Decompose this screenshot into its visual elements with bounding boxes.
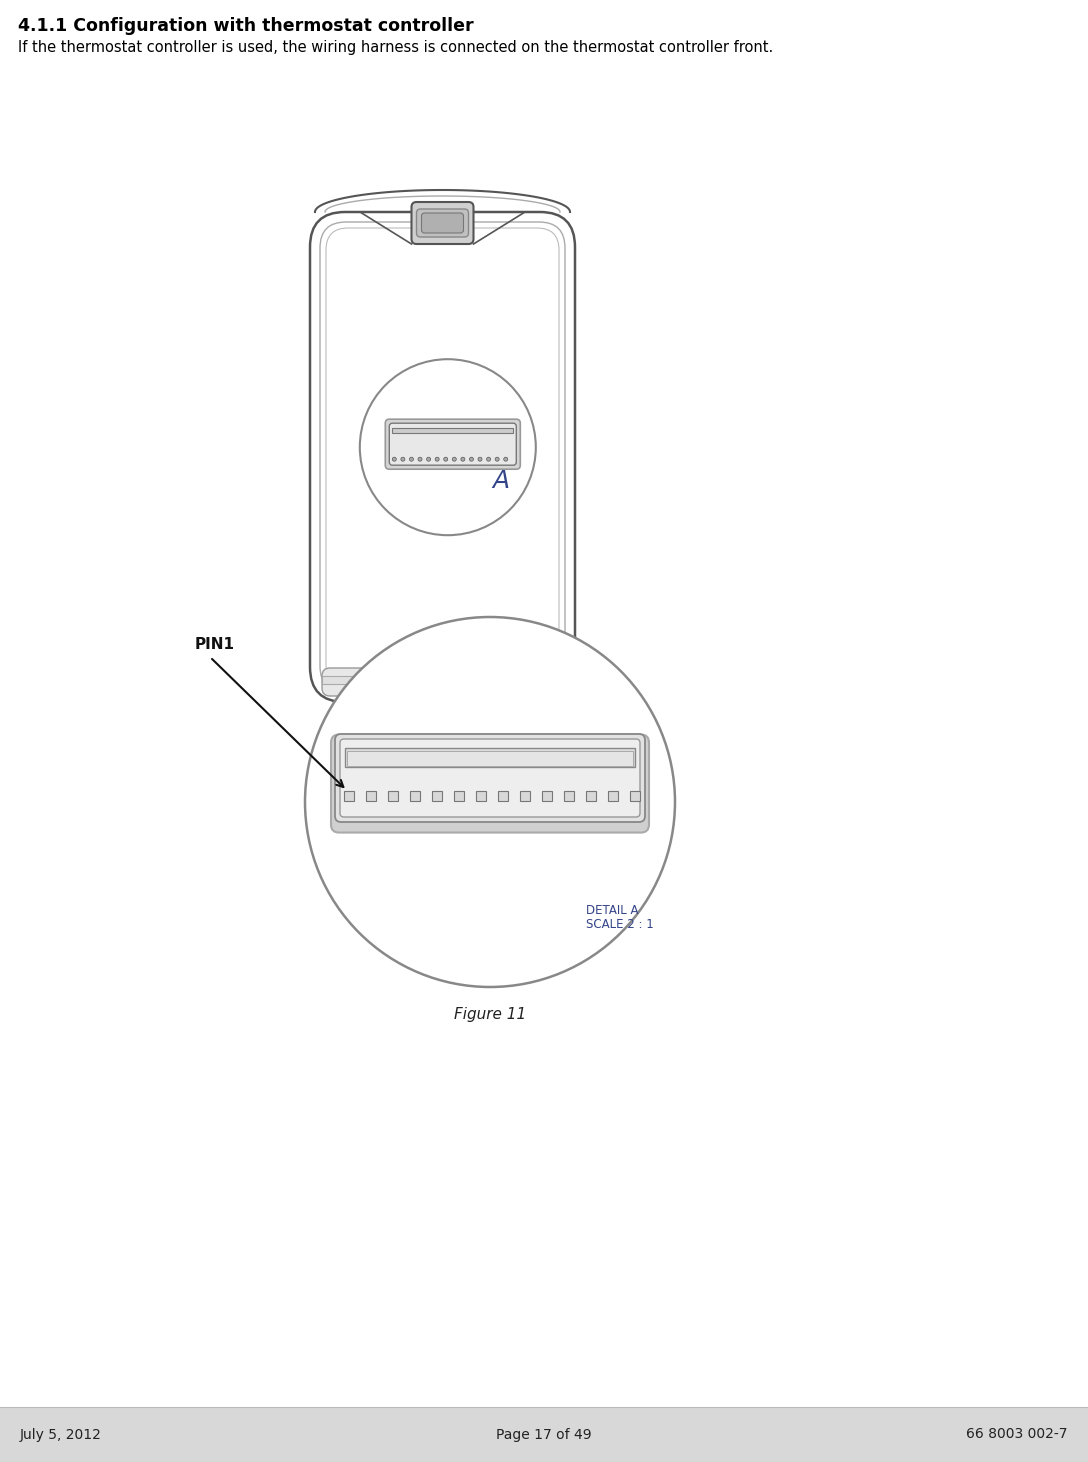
Bar	[345, 749, 635, 768]
Circle shape	[444, 458, 448, 461]
Circle shape	[453, 458, 456, 461]
FancyBboxPatch shape	[339, 738, 640, 817]
FancyBboxPatch shape	[310, 212, 574, 702]
Bar	[0, 1406, 1088, 1462]
FancyBboxPatch shape	[390, 423, 517, 465]
Circle shape	[360, 360, 535, 535]
Bar	[630, 791, 640, 801]
Circle shape	[478, 458, 482, 461]
Bar	[498, 791, 508, 801]
FancyBboxPatch shape	[331, 734, 650, 832]
Text: DETAIL A: DETAIL A	[586, 904, 639, 917]
Circle shape	[495, 458, 499, 461]
Bar	[344, 791, 354, 801]
Text: 66 8003 002-7: 66 8003 002-7	[966, 1427, 1068, 1442]
Circle shape	[461, 458, 465, 461]
FancyBboxPatch shape	[417, 209, 469, 237]
Bar	[586, 791, 596, 801]
Circle shape	[435, 458, 440, 461]
Bar	[347, 750, 633, 766]
Circle shape	[409, 458, 413, 461]
FancyBboxPatch shape	[335, 734, 645, 822]
Circle shape	[486, 458, 491, 461]
Text: Figure 11: Figure 11	[454, 1006, 527, 1022]
Bar	[432, 791, 442, 801]
Bar	[608, 791, 618, 801]
Bar	[542, 791, 552, 801]
Bar	[477, 791, 486, 801]
FancyBboxPatch shape	[411, 202, 473, 244]
Circle shape	[418, 458, 422, 461]
Bar	[366, 791, 376, 801]
Text: Page 17 of 49: Page 17 of 49	[496, 1427, 592, 1442]
FancyBboxPatch shape	[385, 420, 520, 469]
Text: A: A	[492, 469, 509, 493]
Circle shape	[393, 458, 396, 461]
Text: 4.1.1 Configuration with thermostat controller: 4.1.1 Configuration with thermostat cont…	[18, 18, 473, 35]
Ellipse shape	[305, 617, 675, 987]
Bar	[564, 791, 574, 801]
Circle shape	[504, 458, 508, 461]
FancyBboxPatch shape	[421, 213, 463, 232]
FancyBboxPatch shape	[322, 668, 562, 696]
Bar	[388, 791, 398, 801]
Circle shape	[469, 458, 473, 461]
Bar	[322, 675, 562, 684]
Bar	[520, 791, 530, 801]
Text: July 5, 2012: July 5, 2012	[20, 1427, 102, 1442]
Text: SCALE 2 : 1: SCALE 2 : 1	[586, 918, 654, 931]
Bar	[410, 791, 420, 801]
Text: PIN1: PIN1	[195, 637, 235, 652]
Text: If the thermostat controller is used, the wiring harness is connected on the the: If the thermostat controller is used, th…	[18, 39, 774, 56]
Bar	[454, 791, 463, 801]
Circle shape	[426, 458, 431, 461]
Circle shape	[400, 458, 405, 461]
Bar	[393, 428, 514, 433]
